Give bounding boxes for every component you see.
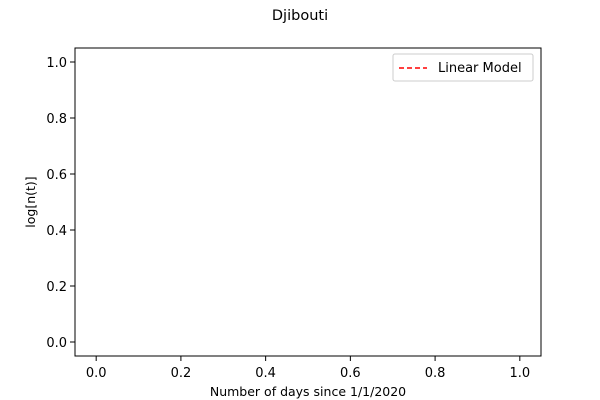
x-tick-label: 0.2 [171, 366, 192, 381]
legend-label-linear-model: Linear Model [438, 61, 522, 76]
plot-area-frame [74, 47, 542, 357]
x-axis-label: Number of days since 1/1/2020 [210, 384, 406, 399]
y-tick-label: 0.2 [46, 280, 67, 295]
y-tick-label: 0.4 [46, 224, 67, 239]
y-tick-label: 0.6 [46, 168, 67, 183]
y-tick-label: 1.0 [46, 56, 67, 71]
y-tick-label: 0.8 [46, 112, 67, 127]
x-tick-label: 0.8 [425, 366, 446, 381]
y-tick-label: 0.0 [46, 336, 67, 351]
chart-title: Djibouti [272, 8, 328, 24]
ticks-layer: 0.0 0.2 0.4 0.6 0.8 1.0 0.0 0.2 0.4 0.6 0.8 1.0 [46, 56, 530, 381]
x-tick-label: 1.0 [509, 366, 530, 381]
legend-box [392, 53, 534, 82]
y-axis-label: log[n(t)] [23, 176, 38, 227]
x-tick-label: 0.6 [340, 366, 361, 381]
x-tick-label: 0.4 [255, 366, 276, 381]
x-tick-label: 0.0 [86, 366, 107, 381]
legend: Linear Model [392, 53, 534, 82]
